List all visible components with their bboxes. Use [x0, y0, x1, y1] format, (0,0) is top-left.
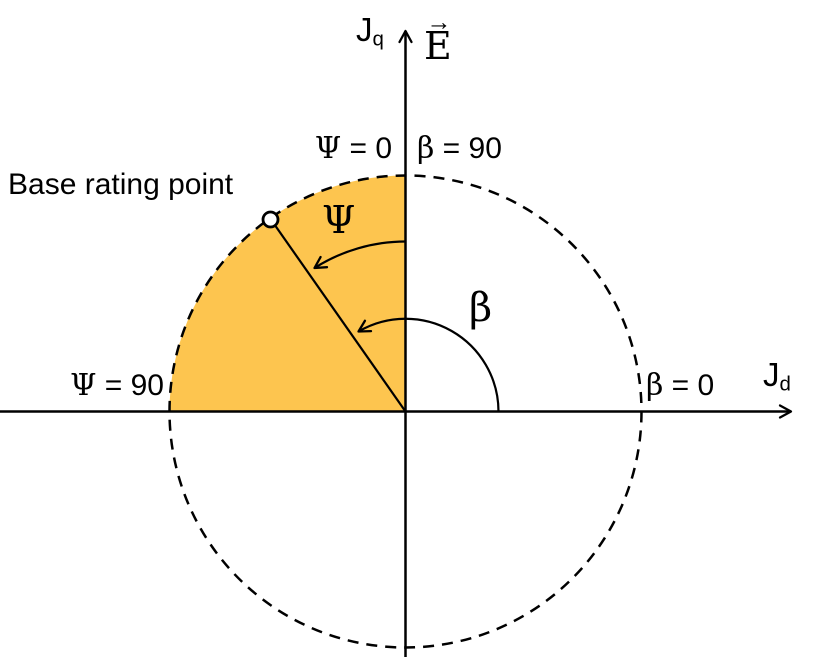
beta-90-label: β = 90	[417, 134, 502, 164]
beta-zero-greek: β	[646, 368, 664, 403]
psi-angle-label: Ψ	[322, 198, 356, 242]
beta-zero-label: β = 0	[646, 371, 714, 401]
psi-90-eq: = 90	[96, 369, 164, 402]
psi-zero-eq: = 0	[341, 132, 392, 165]
q-axis-label: Jq	[356, 13, 384, 50]
beta-zero-eq: = 0	[663, 369, 715, 402]
psi-zero-greek: Ψ	[314, 131, 342, 166]
d-axis-letter: J	[763, 356, 780, 393]
beta-angle-label: β	[469, 285, 493, 331]
current-vector-line	[271, 220, 407, 413]
beta-90-greek: β	[417, 131, 435, 166]
e-vector-label: E	[424, 24, 452, 68]
beta-angle-arc	[357, 317, 500, 412]
d-axis-label: Jd	[763, 358, 791, 395]
psi-angle-arc	[313, 240, 406, 270]
q-axis-letter: J	[356, 11, 373, 48]
psi-90-label: Ψ = 90	[60, 371, 164, 401]
q-axis-subscript: q	[372, 27, 384, 51]
operating-region-sector	[169, 175, 406, 412]
beta-90-eq: = 90	[434, 132, 502, 165]
base-rating-point-marker	[261, 210, 280, 229]
d-axis-subscript: d	[779, 372, 791, 396]
e-vector-arrow-icon: →	[426, 8, 452, 36]
psi-90-greek: Ψ	[70, 368, 97, 403]
psi-zero-label: Ψ = 0	[240, 134, 392, 164]
base-rating-point-label: Base rating point	[8, 168, 234, 201]
